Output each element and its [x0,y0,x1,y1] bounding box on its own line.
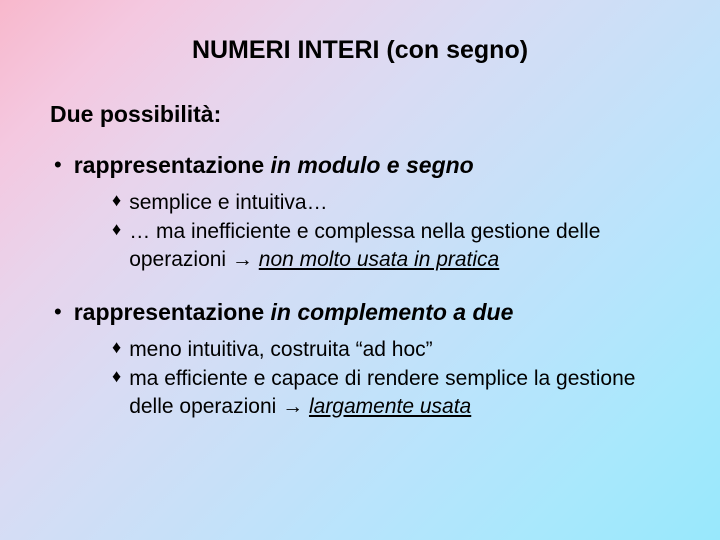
sub-bullet-text: ma efficiente e capace di rendere sempli… [129,365,660,420]
sub-bullet: ♦ meno intuitiva, costruita “ad hoc” [112,336,660,363]
diamond-icon: ♦ [112,365,121,388]
bullet-l1: • rappresentazione in complemento a due [54,297,670,328]
diamond-icon: ♦ [112,336,121,359]
diamond-icon: ♦ [112,218,121,241]
bullet-l1-text: rappresentazione in complemento a due [74,297,514,328]
bullet-block-1: • rappresentazione in modulo e segno ♦ s… [50,150,670,273]
slide-subtitle: Due possibilità: [50,101,670,128]
bullet-block-2: • rappresentazione in complemento a due … [50,297,670,420]
bullet-icon: • [54,150,62,180]
slide: NUMERI INTERI (con segno) Due possibilit… [0,0,720,540]
sub-bullet-group: ♦ meno intuitiva, costruita “ad hoc” ♦ m… [112,336,660,420]
sub-bullet-text: meno intuitiva, costruita “ad hoc” [129,336,432,363]
sub-bullet: ♦ semplice e intuitiva… [112,189,660,216]
bullet-l1-text: rappresentazione in modulo e segno [74,150,474,181]
sub-bullet-text: … ma inefficiente e complessa nella gest… [129,218,660,273]
sub-bullet: ♦ ma efficiente e capace di rendere semp… [112,365,660,420]
bullet-icon: • [54,297,62,327]
bullet-l1: • rappresentazione in modulo e segno [54,150,670,181]
sub-bullet-text: semplice e intuitiva… [129,189,327,216]
diamond-icon: ♦ [112,189,121,212]
sub-bullet: ♦ … ma inefficiente e complessa nella ge… [112,218,660,273]
sub-bullet-group: ♦ semplice e intuitiva… ♦ … ma inefficie… [112,189,660,273]
slide-title: NUMERI INTERI (con segno) [50,36,670,65]
